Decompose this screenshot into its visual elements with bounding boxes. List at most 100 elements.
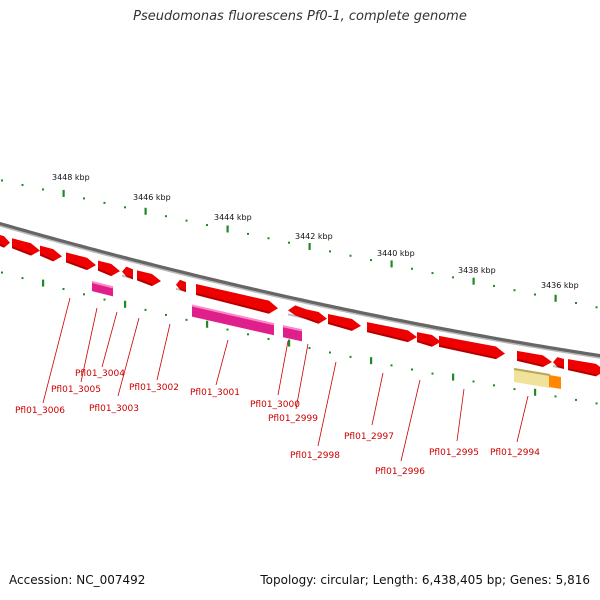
topology-summary: Topology: circular; Length: 6,438,405 bp… bbox=[260, 573, 590, 587]
gene-label: Pfl01_3004 bbox=[75, 369, 125, 379]
leader-line bbox=[317, 361, 337, 447]
scale-tick-label: 3448 kbp bbox=[52, 173, 90, 182]
minor-tick bbox=[308, 347, 311, 350]
gene-feature bbox=[97, 260, 120, 277]
leader-line bbox=[101, 311, 118, 368]
gene-feature bbox=[305, 309, 327, 324]
leader-line bbox=[80, 307, 98, 383]
rna-feature bbox=[191, 304, 275, 336]
gene-labels: Pfl01_3006 Pfl01_3005 Pfl01_3004 Pfl01_3003… bbox=[15, 369, 540, 477]
gene-feature bbox=[39, 245, 62, 262]
minor-tick bbox=[411, 267, 413, 270]
major-tick bbox=[124, 300, 127, 308]
scale-tick-label: 3442 kbp bbox=[295, 232, 333, 241]
leader-line bbox=[400, 379, 421, 462]
minor-tick bbox=[165, 215, 167, 218]
gene-label: Pfl01_2996 bbox=[375, 467, 425, 477]
minor-tick bbox=[390, 364, 393, 367]
gene-feature bbox=[366, 322, 417, 343]
gene-feature bbox=[11, 238, 40, 256]
minor-tick bbox=[247, 232, 249, 235]
minor-tick bbox=[534, 293, 536, 296]
major-tick bbox=[370, 357, 373, 365]
gene-label: Pfl01_3005 bbox=[51, 385, 101, 395]
minor-tick bbox=[206, 224, 208, 227]
scale-tick-label: 3436 kbp bbox=[541, 281, 579, 290]
gene-feature bbox=[195, 284, 278, 314]
rna-feature bbox=[91, 281, 114, 297]
accession-text: Accession: NC_007492 bbox=[9, 573, 146, 587]
major-tick bbox=[390, 260, 393, 268]
minor-tick bbox=[185, 219, 188, 222]
minor-tick bbox=[103, 201, 106, 204]
gene-feature bbox=[0, 234, 10, 248]
minor-tick bbox=[370, 259, 372, 262]
leader-line bbox=[215, 339, 229, 386]
leader-line bbox=[156, 323, 171, 381]
minor-tick bbox=[595, 306, 598, 309]
minor-tick bbox=[513, 388, 516, 391]
major-tick bbox=[206, 320, 209, 328]
leader-line bbox=[277, 340, 289, 396]
minor-tick bbox=[247, 333, 249, 336]
gene-feature bbox=[327, 313, 361, 331]
gene-track bbox=[0, 234, 600, 389]
minor-tick bbox=[83, 197, 85, 200]
minor-tick bbox=[267, 237, 270, 240]
gene-label: Pfl01_3001 bbox=[190, 388, 240, 398]
leader-line bbox=[516, 395, 529, 443]
major-tick bbox=[472, 277, 475, 285]
major-tick bbox=[226, 225, 229, 233]
gene-label: Pfl01_3002 bbox=[129, 383, 179, 393]
leader-line bbox=[371, 372, 384, 426]
gene-feature bbox=[552, 357, 565, 370]
backbone-shadow bbox=[0, 225, 600, 359]
leader-line bbox=[456, 388, 465, 442]
minor-tick bbox=[493, 284, 495, 287]
minor-tick bbox=[288, 241, 290, 244]
minor-tick bbox=[62, 287, 65, 290]
minor-tick bbox=[595, 402, 598, 405]
scale-tick-label: 3444 kbp bbox=[214, 213, 252, 222]
gene-label: Pfl01_2999 bbox=[268, 414, 318, 424]
minor-tick bbox=[452, 276, 454, 279]
major-tick bbox=[308, 243, 311, 251]
leader-line bbox=[42, 297, 71, 404]
backbone-line bbox=[0, 221, 600, 359]
minor-tick bbox=[103, 298, 106, 301]
gene-feature bbox=[438, 335, 505, 360]
major-tick bbox=[288, 339, 291, 347]
major-tick bbox=[42, 279, 45, 287]
minor-tick bbox=[493, 384, 495, 387]
gene-label: Pfl01_3006 bbox=[15, 406, 65, 416]
gene-feature bbox=[567, 359, 600, 377]
gene-feature bbox=[287, 305, 307, 320]
gene-feature bbox=[416, 332, 441, 347]
gene-label: Pfl01_3000 bbox=[250, 400, 300, 410]
major-tick bbox=[144, 207, 147, 215]
minor-tick bbox=[83, 293, 85, 296]
major-tick bbox=[534, 388, 537, 396]
leader-line bbox=[295, 343, 309, 410]
scale-tick-label: 3438 kbp bbox=[458, 266, 496, 275]
gene-feature bbox=[516, 350, 552, 367]
rna-feature bbox=[282, 325, 303, 342]
major-tick bbox=[554, 294, 557, 302]
major-tick bbox=[62, 189, 65, 197]
inner-scale-dots bbox=[1, 271, 598, 405]
minor-tick bbox=[575, 398, 577, 401]
minor-tick bbox=[513, 289, 516, 292]
minor-tick bbox=[329, 351, 331, 354]
pseudogene-feature bbox=[513, 368, 551, 388]
map-title: Pseudomonas fluorescens Pf0-1, complete … bbox=[133, 9, 467, 24]
minor-tick bbox=[575, 302, 577, 305]
gene-label: Pfl01_2994 bbox=[490, 448, 540, 458]
minor-tick bbox=[554, 395, 557, 398]
minor-tick bbox=[21, 277, 24, 280]
minor-tick bbox=[124, 206, 126, 209]
gene-label: Pfl01_2997 bbox=[344, 432, 394, 442]
outer-scale-dots bbox=[1, 179, 598, 309]
gene-feature bbox=[65, 252, 96, 271]
minor-tick bbox=[349, 254, 352, 257]
